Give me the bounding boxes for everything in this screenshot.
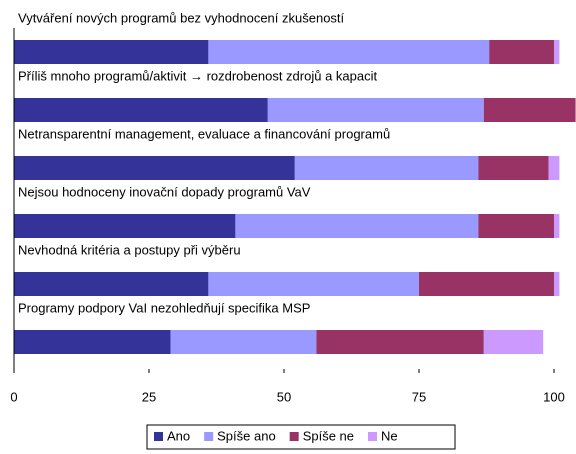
legend-swatch (289, 432, 299, 441)
bar-segment (316, 330, 484, 354)
legend-label: Spíše ano (217, 428, 276, 443)
bar-segment (548, 156, 560, 180)
legend-box (146, 424, 456, 450)
category-label: Netransparentní management, evaluace a f… (18, 126, 390, 141)
bar-segment (294, 156, 479, 180)
x-tick-label: 100 (543, 389, 565, 404)
bar-segment (14, 156, 295, 180)
bar-segment (14, 98, 268, 122)
legend-swatch (204, 432, 214, 441)
bar-segment (235, 214, 479, 238)
x-tick-label: 25 (142, 389, 156, 404)
x-tick-label: 50 (277, 389, 291, 404)
x-tick-label: 0 (10, 389, 17, 404)
bar-segment (419, 272, 554, 296)
bar-segment (14, 40, 209, 64)
category-label: Nevhodná kritéria a postupy při výběru (18, 242, 241, 257)
bar-segment (554, 40, 560, 64)
bar-segment (483, 330, 544, 354)
bar-segment (478, 214, 554, 238)
bar-segment (14, 214, 236, 238)
legend-swatch (368, 432, 378, 441)
legend-label: Ne (381, 428, 398, 443)
bar-segment (489, 40, 554, 64)
bar-segment (14, 330, 171, 354)
bar-segment (14, 272, 209, 296)
bar-segment (554, 214, 560, 238)
bar-segment (478, 156, 549, 180)
x-tick-label: 75 (412, 389, 426, 404)
legend-swatch (154, 432, 163, 441)
category-label: Programy podpory VaI nezohledňují specif… (18, 300, 310, 315)
bar-segment (267, 98, 484, 122)
bar-segment (208, 272, 419, 296)
bar-segment (170, 330, 317, 354)
bar-segment (208, 40, 490, 64)
bar-segment (554, 272, 560, 296)
bar-segment (483, 98, 576, 122)
legend-label: Ano (167, 428, 190, 443)
legend-label: Spíše ne (303, 428, 354, 443)
category-label: Vytváření nových programů bez vyhodnocen… (18, 10, 345, 25)
category-label: Příliš mnoho programů/aktivit → rozdrobe… (18, 68, 377, 83)
plot-area (14, 40, 576, 354)
category-label: Nejsou hodnoceny inovační dopady program… (18, 184, 311, 199)
